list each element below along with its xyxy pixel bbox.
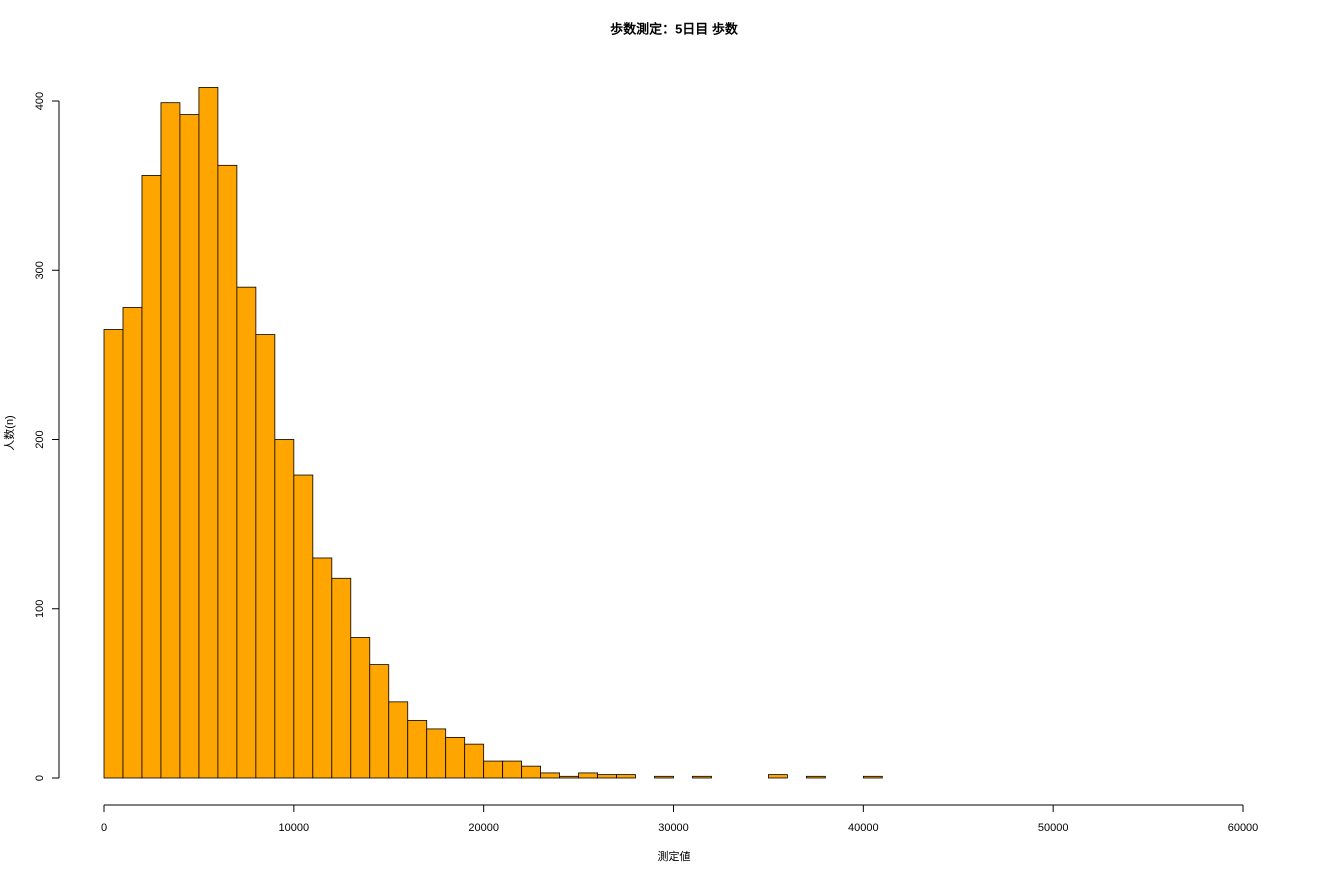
- bar: [293, 474, 314, 779]
- x-tick-label: 50000: [1038, 822, 1069, 834]
- y-tick-label: 200: [34, 430, 46, 448]
- bar: [274, 439, 295, 779]
- x-tick-label: 30000: [658, 822, 689, 834]
- bar: [426, 728, 447, 779]
- bar: [407, 720, 428, 779]
- bar: [217, 164, 238, 779]
- y-tick-label: 0: [34, 775, 46, 781]
- y-tick-label: 300: [34, 261, 46, 279]
- x-tick-label: 0: [101, 822, 107, 834]
- bar: [331, 577, 352, 779]
- bar: [236, 286, 257, 779]
- bar: [483, 760, 504, 779]
- x-axis-label: 測定値: [658, 849, 691, 863]
- y-tick-label: 100: [34, 600, 46, 618]
- bar: [502, 760, 523, 779]
- bar: [616, 774, 636, 779]
- bar: [103, 329, 124, 779]
- bar: [179, 114, 200, 779]
- bar: [559, 775, 579, 779]
- bar: [122, 307, 143, 779]
- x-tick-label: 60000: [1228, 822, 1259, 834]
- bar: [369, 664, 390, 779]
- bar: [445, 736, 466, 779]
- bar: [312, 557, 333, 779]
- bar: [464, 743, 485, 779]
- bar: [521, 765, 542, 779]
- x-tick-label: 20000: [468, 822, 499, 834]
- bar: [160, 102, 181, 779]
- chart-title: 歩数測定：5日目 歩数: [610, 21, 739, 36]
- bar: [198, 87, 219, 779]
- bar: [597, 774, 617, 779]
- bar: [862, 775, 883, 779]
- bar: [578, 772, 598, 779]
- bar: [692, 775, 712, 779]
- bar: [654, 775, 674, 779]
- y-tick-label: 400: [34, 92, 46, 110]
- bar: [540, 772, 560, 779]
- bar: [350, 637, 371, 779]
- bar: [141, 175, 162, 779]
- bar: [805, 775, 826, 779]
- x-tick-label: 40000: [848, 822, 879, 834]
- bar: [255, 334, 276, 779]
- x-tick-label: 10000: [279, 822, 310, 834]
- bar: [388, 701, 409, 779]
- y-axis-label: 人数(n): [3, 415, 16, 450]
- bar: [768, 774, 788, 779]
